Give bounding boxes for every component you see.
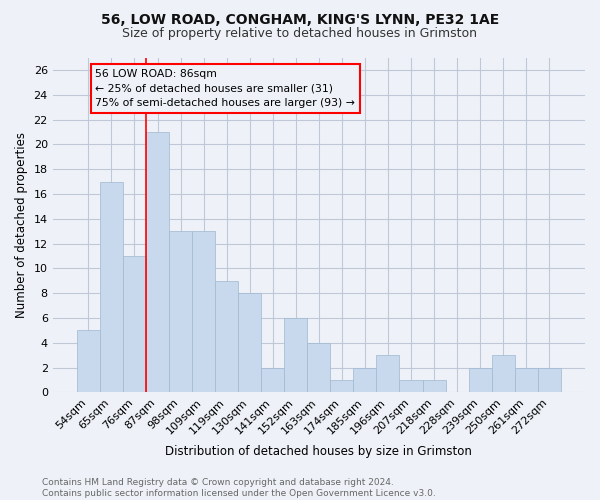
Bar xyxy=(169,231,192,392)
Bar xyxy=(100,182,123,392)
Bar xyxy=(491,355,515,393)
Text: Contains HM Land Registry data © Crown copyright and database right 2024.
Contai: Contains HM Land Registry data © Crown c… xyxy=(42,478,436,498)
Text: 56, LOW ROAD, CONGHAM, KING'S LYNN, PE32 1AE: 56, LOW ROAD, CONGHAM, KING'S LYNN, PE32… xyxy=(101,12,499,26)
Bar xyxy=(376,355,400,393)
Bar xyxy=(422,380,446,392)
Bar xyxy=(538,368,561,392)
Bar xyxy=(192,231,215,392)
Bar xyxy=(146,132,169,392)
Bar xyxy=(238,293,261,392)
Bar xyxy=(331,380,353,392)
Bar xyxy=(77,330,100,392)
Bar xyxy=(353,368,376,392)
Bar xyxy=(284,318,307,392)
Bar xyxy=(123,256,146,392)
Bar xyxy=(400,380,422,392)
Bar xyxy=(515,368,538,392)
Text: Size of property relative to detached houses in Grimston: Size of property relative to detached ho… xyxy=(122,28,478,40)
Bar xyxy=(215,280,238,392)
Y-axis label: Number of detached properties: Number of detached properties xyxy=(15,132,28,318)
Bar xyxy=(261,368,284,392)
Text: 56 LOW ROAD: 86sqm
← 25% of detached houses are smaller (31)
75% of semi-detache: 56 LOW ROAD: 86sqm ← 25% of detached hou… xyxy=(95,68,355,108)
X-axis label: Distribution of detached houses by size in Grimston: Distribution of detached houses by size … xyxy=(166,444,472,458)
Bar xyxy=(307,342,331,392)
Bar xyxy=(469,368,491,392)
